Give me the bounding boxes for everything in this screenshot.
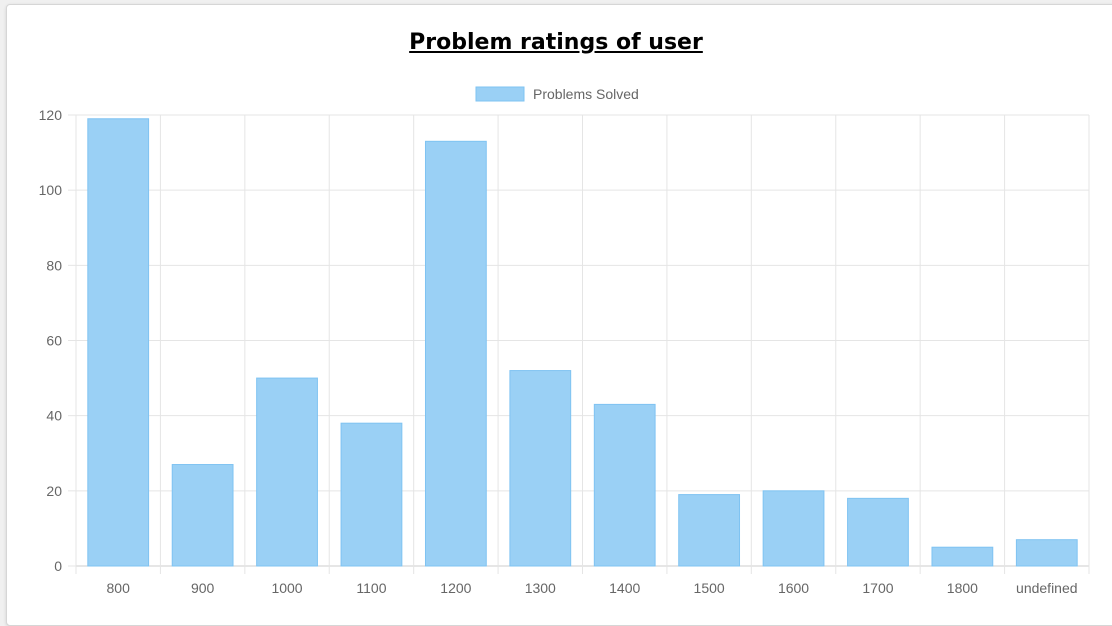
y-tick-label: 100 bbox=[39, 182, 63, 198]
bar bbox=[171, 464, 234, 567]
legend-label[interactable]: Problems Solved bbox=[533, 86, 639, 102]
x-tick-label: 1500 bbox=[694, 580, 725, 596]
y-tick-label: 60 bbox=[46, 333, 62, 349]
bar bbox=[509, 370, 572, 567]
grid-lines bbox=[75, 114, 1090, 574]
x-tick-label: 900 bbox=[191, 580, 215, 596]
bar bbox=[87, 118, 150, 567]
x-tick-label: 800 bbox=[107, 580, 131, 596]
x-tick-label: 1100 bbox=[356, 580, 386, 596]
bars bbox=[87, 118, 1078, 567]
bar bbox=[1015, 539, 1078, 567]
x-tick-label: 1300 bbox=[525, 580, 556, 596]
bar bbox=[762, 490, 825, 567]
y-tick-label: 80 bbox=[46, 257, 62, 273]
x-tick-label: 1000 bbox=[271, 580, 302, 596]
bar bbox=[931, 546, 994, 567]
chart-title: Problem ratings of user bbox=[409, 30, 703, 55]
y-tick-label: 120 bbox=[39, 107, 63, 123]
bar bbox=[847, 497, 909, 567]
bar bbox=[340, 422, 403, 567]
y-tick-label: 40 bbox=[46, 408, 62, 424]
x-tick-label: 1700 bbox=[862, 580, 893, 596]
x-tick-label: 1400 bbox=[609, 580, 640, 596]
y-tick-label: 0 bbox=[54, 558, 62, 574]
y-tick-label: 20 bbox=[46, 483, 62, 499]
legend[interactable]: Problems Solved bbox=[475, 86, 639, 102]
x-tick-label: 1600 bbox=[778, 580, 809, 596]
bar bbox=[593, 403, 656, 567]
x-tick-label: undefined bbox=[1016, 580, 1078, 596]
x-tick-label: 1800 bbox=[947, 580, 978, 596]
bar bbox=[678, 494, 741, 567]
bar bbox=[256, 377, 318, 567]
bar bbox=[424, 140, 487, 567]
axes: 0 20 40 60 80 100 120 800 900 1000 1100 1200 1300 140… bbox=[39, 107, 1078, 596]
legend-swatch[interactable] bbox=[475, 86, 525, 102]
x-tick-label: 1200 bbox=[440, 580, 471, 596]
